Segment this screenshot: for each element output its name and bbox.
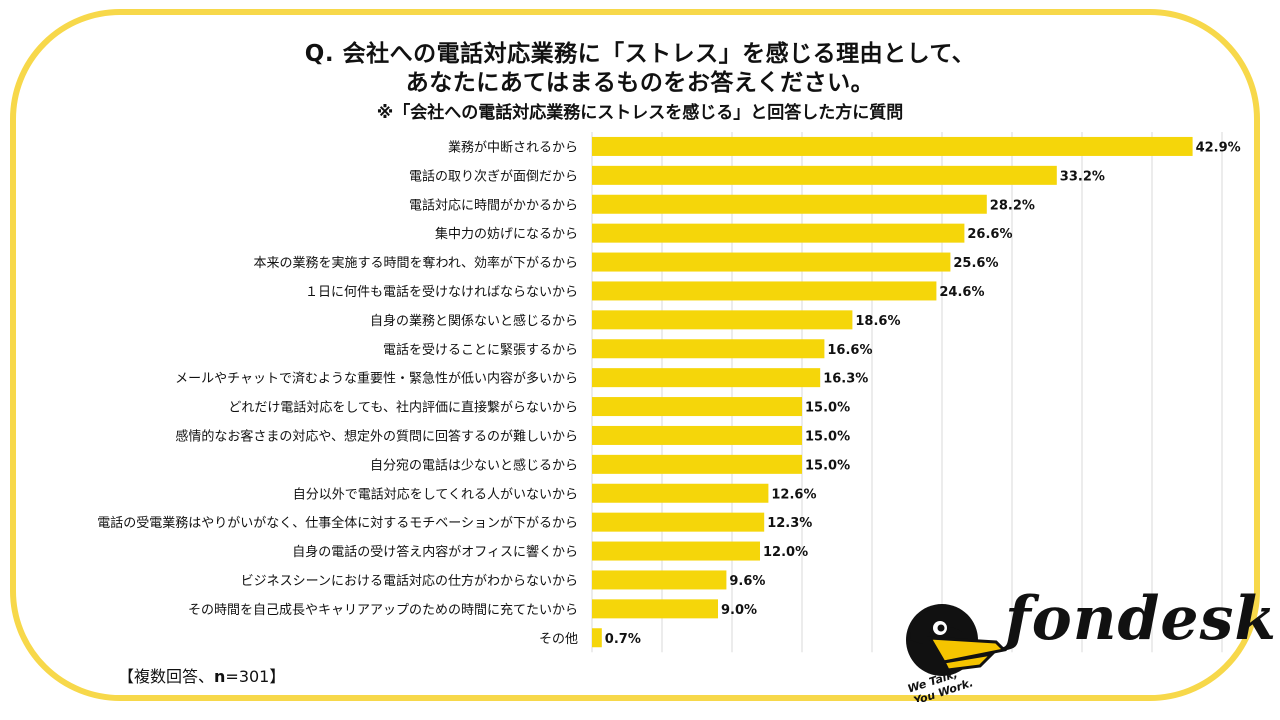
category-label: 電話を受けることに緊張するから xyxy=(383,342,578,358)
bar xyxy=(592,541,760,561)
value-label: 28.2% xyxy=(990,198,1035,213)
footnote-n-value: =301】 xyxy=(225,667,286,686)
category-label: 自身の電話の受け答え内容がオフィスに響くから xyxy=(292,544,578,560)
bar xyxy=(592,194,987,214)
category-label: 本来の業務を実施する時間を奪われ、効率が下がるから xyxy=(254,255,578,271)
category-label: 自身の業務と関係ないと感じるから xyxy=(370,313,578,329)
category-label: 感情的なお客さまの対応や、想定外の質問に回答するのが難しいから xyxy=(175,428,578,444)
bar xyxy=(592,483,769,503)
chart-title-line1: Q. 会社への電話対応業務に「ストレス」を感じる理由として、 xyxy=(304,41,976,67)
bar xyxy=(592,252,951,272)
value-label: 12.6% xyxy=(771,487,816,502)
category-label: 電話対応に時間がかかるから xyxy=(409,197,578,213)
footnote-n-label: n xyxy=(214,667,226,686)
value-label: 15.0% xyxy=(805,429,850,444)
bar xyxy=(592,628,602,648)
category-label: １日に何件も電話を受けなければならないから xyxy=(305,284,578,300)
value-label: 9.0% xyxy=(721,603,757,618)
brand-wordmark: fondesk xyxy=(1005,584,1277,654)
bar xyxy=(592,397,802,417)
bar xyxy=(592,368,821,388)
value-label: 0.7% xyxy=(605,632,641,647)
category-label: 自分宛の電話は少ないと感じるから xyxy=(370,457,578,473)
value-label: 15.0% xyxy=(805,458,850,473)
value-label: 16.6% xyxy=(827,343,872,358)
value-label: 12.0% xyxy=(763,545,808,560)
value-label: 18.6% xyxy=(855,314,900,329)
pelican-icon: We Talk, You Work. xyxy=(906,604,1008,708)
value-label: 16.3% xyxy=(823,372,868,387)
category-label: 電話の受電業務はやりがいがなく、仕事全体に対するモチベーションが下がるから xyxy=(97,515,578,531)
category-label: 電話の取り次ぎが面倒だから xyxy=(409,168,578,184)
bar xyxy=(592,570,727,590)
value-label: 9.6% xyxy=(729,574,765,589)
bar xyxy=(592,425,802,445)
chart-subtitle: ※「会社への電話対応業務にストレスを感じる」と回答した方に質問 xyxy=(376,103,904,123)
value-label: 42.9% xyxy=(1196,140,1241,155)
value-label: 24.6% xyxy=(939,285,984,300)
value-label: 33.2% xyxy=(1060,169,1105,184)
bar xyxy=(592,310,853,330)
value-label: 15.0% xyxy=(805,401,850,416)
value-label: 25.6% xyxy=(953,256,998,271)
bar xyxy=(592,599,718,619)
bar xyxy=(592,223,965,243)
bar xyxy=(592,512,765,532)
chart-title-line2: あなたにあてはまるものをお答えください。 xyxy=(405,70,875,96)
bar xyxy=(592,454,802,474)
fondesk-logo: We Talk, You Work. fondesk xyxy=(900,584,1276,708)
bar xyxy=(592,136,1193,156)
footnote-prefix: 【複数回答、 xyxy=(118,667,215,686)
sample-size-note: 【複数回答、n=301】 xyxy=(118,663,285,687)
category-label: 業務が中断されるから xyxy=(448,139,578,155)
value-label: 26.6% xyxy=(967,227,1012,242)
value-label: 12.3% xyxy=(767,516,812,531)
bar xyxy=(592,165,1057,185)
bar xyxy=(592,339,825,359)
bar xyxy=(592,281,937,301)
category-label: 集中力の妨げになるから xyxy=(435,226,578,242)
category-label: ビジネスシーンにおける電話対応の仕方がわからないから xyxy=(241,573,578,589)
category-label: その時間を自己成長やキャリアアップのための時間に充てたいから xyxy=(188,602,578,618)
category-label: メールやチャットで済むような重要性・緊急性が低い内容が多いから xyxy=(175,371,578,387)
category-label: どれだけ電話対応をしても、社内評価に直接繋がらないから xyxy=(228,400,578,416)
rounded-frame xyxy=(10,9,1260,701)
category-label: 自分以外で電話対応をしてくれる人がいないから xyxy=(293,486,578,502)
category-label: その他 xyxy=(539,632,578,647)
